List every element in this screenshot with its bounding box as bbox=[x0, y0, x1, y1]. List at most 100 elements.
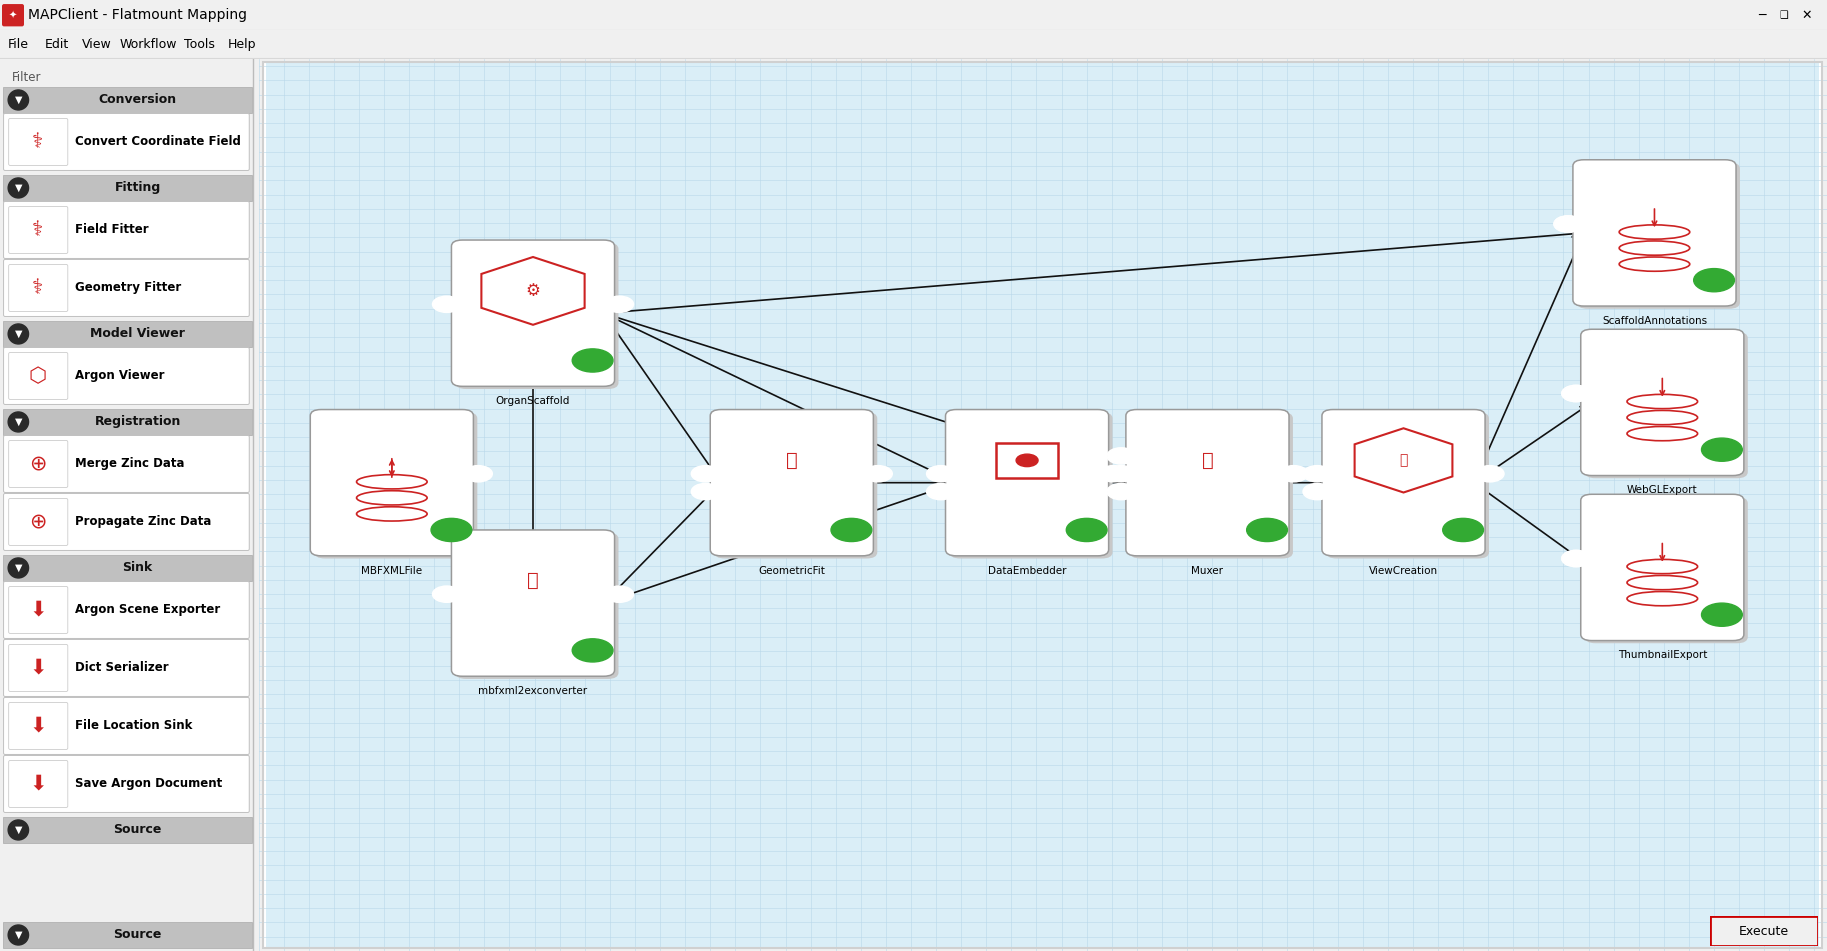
Circle shape bbox=[572, 349, 614, 372]
FancyBboxPatch shape bbox=[267, 64, 1820, 946]
FancyBboxPatch shape bbox=[9, 498, 68, 546]
Circle shape bbox=[1701, 438, 1743, 461]
FancyBboxPatch shape bbox=[946, 410, 1109, 555]
Circle shape bbox=[1562, 385, 1589, 401]
Text: MAPClient - Flatmount Mapping: MAPClient - Flatmount Mapping bbox=[27, 9, 247, 22]
Circle shape bbox=[7, 820, 29, 840]
Text: File Location Sink: File Location Sink bbox=[75, 720, 194, 732]
Text: 👁: 👁 bbox=[1399, 454, 1407, 467]
Text: Edit: Edit bbox=[46, 38, 69, 51]
Text: ▼: ▼ bbox=[15, 825, 22, 835]
FancyBboxPatch shape bbox=[9, 353, 68, 399]
FancyBboxPatch shape bbox=[4, 755, 248, 812]
Circle shape bbox=[1279, 466, 1308, 482]
Text: ✕: ✕ bbox=[1801, 9, 1812, 22]
FancyBboxPatch shape bbox=[4, 113, 248, 170]
FancyBboxPatch shape bbox=[4, 260, 248, 317]
Text: File: File bbox=[7, 38, 29, 51]
Text: Registration: Registration bbox=[95, 416, 181, 429]
Text: Conversion: Conversion bbox=[99, 93, 177, 107]
Circle shape bbox=[464, 466, 491, 482]
FancyBboxPatch shape bbox=[4, 922, 252, 948]
Circle shape bbox=[7, 178, 29, 198]
Text: ✦: ✦ bbox=[9, 10, 16, 20]
FancyBboxPatch shape bbox=[1710, 916, 1818, 946]
FancyBboxPatch shape bbox=[4, 409, 252, 435]
Text: View: View bbox=[82, 38, 111, 51]
Circle shape bbox=[433, 297, 460, 312]
Circle shape bbox=[926, 483, 956, 499]
FancyBboxPatch shape bbox=[9, 587, 68, 633]
Circle shape bbox=[1100, 466, 1127, 482]
Text: ⬡: ⬡ bbox=[29, 366, 48, 386]
Text: mbfxml2exconverter: mbfxml2exconverter bbox=[479, 686, 588, 696]
Circle shape bbox=[1562, 551, 1589, 567]
Text: Merge Zinc Data: Merge Zinc Data bbox=[75, 457, 185, 471]
FancyBboxPatch shape bbox=[714, 412, 877, 558]
Text: ⬇: ⬇ bbox=[29, 774, 46, 794]
Circle shape bbox=[1246, 518, 1288, 541]
Text: Argon Viewer: Argon Viewer bbox=[75, 369, 164, 382]
Circle shape bbox=[1555, 216, 1582, 232]
Circle shape bbox=[1107, 448, 1135, 464]
Text: Workflow: Workflow bbox=[119, 38, 177, 51]
Text: ⊕: ⊕ bbox=[29, 512, 46, 532]
Text: ThumbnailExport: ThumbnailExport bbox=[1617, 650, 1706, 660]
Circle shape bbox=[691, 466, 720, 482]
Text: ─: ─ bbox=[1758, 9, 1765, 22]
Text: 🔧: 🔧 bbox=[528, 572, 539, 591]
Text: ▼: ▼ bbox=[15, 183, 22, 193]
Text: ❑: ❑ bbox=[1779, 10, 1789, 20]
FancyBboxPatch shape bbox=[4, 175, 252, 201]
FancyBboxPatch shape bbox=[4, 202, 248, 259]
Circle shape bbox=[1303, 483, 1332, 499]
FancyBboxPatch shape bbox=[4, 639, 248, 696]
FancyBboxPatch shape bbox=[4, 697, 248, 754]
Circle shape bbox=[605, 297, 634, 312]
Text: 🏃: 🏃 bbox=[786, 451, 798, 470]
Circle shape bbox=[1562, 551, 1589, 567]
Circle shape bbox=[1701, 603, 1743, 627]
Text: Dict Serializer: Dict Serializer bbox=[75, 662, 170, 674]
FancyBboxPatch shape bbox=[263, 62, 1822, 948]
Circle shape bbox=[1303, 466, 1332, 482]
Text: ⚕: ⚕ bbox=[33, 278, 44, 298]
Text: ViewCreation: ViewCreation bbox=[1368, 566, 1438, 575]
FancyBboxPatch shape bbox=[4, 347, 248, 404]
FancyBboxPatch shape bbox=[451, 240, 614, 386]
Text: DataEmbedder: DataEmbedder bbox=[988, 566, 1067, 575]
Text: WebGLExport: WebGLExport bbox=[1628, 485, 1697, 495]
Circle shape bbox=[864, 466, 892, 482]
Circle shape bbox=[691, 483, 720, 499]
Circle shape bbox=[1694, 268, 1734, 292]
Circle shape bbox=[1016, 455, 1038, 467]
Circle shape bbox=[1562, 385, 1589, 401]
Circle shape bbox=[433, 586, 460, 602]
Circle shape bbox=[605, 586, 634, 602]
Text: Field Fitter: Field Fitter bbox=[75, 223, 150, 237]
Text: Convert Coordinate Field: Convert Coordinate Field bbox=[75, 135, 241, 148]
Text: Execute: Execute bbox=[1739, 924, 1789, 938]
Circle shape bbox=[431, 518, 471, 541]
Text: Argon Scene Exporter: Argon Scene Exporter bbox=[75, 604, 221, 616]
Text: Filter: Filter bbox=[13, 71, 42, 84]
FancyBboxPatch shape bbox=[711, 410, 873, 555]
FancyBboxPatch shape bbox=[311, 410, 473, 555]
FancyBboxPatch shape bbox=[4, 320, 252, 347]
Text: OrganScaffold: OrganScaffold bbox=[495, 397, 570, 406]
Circle shape bbox=[831, 518, 871, 541]
Circle shape bbox=[7, 412, 29, 432]
FancyBboxPatch shape bbox=[9, 206, 68, 254]
FancyBboxPatch shape bbox=[1129, 412, 1294, 558]
Circle shape bbox=[1443, 518, 1484, 541]
Text: Fitting: Fitting bbox=[115, 182, 161, 194]
Circle shape bbox=[7, 90, 29, 110]
Text: Source: Source bbox=[113, 824, 163, 837]
FancyBboxPatch shape bbox=[1125, 410, 1290, 555]
Circle shape bbox=[1067, 518, 1107, 541]
Text: Source: Source bbox=[113, 928, 163, 941]
Text: ⚕: ⚕ bbox=[33, 220, 44, 240]
Text: Geometry Fitter: Geometry Fitter bbox=[75, 281, 181, 295]
FancyBboxPatch shape bbox=[4, 494, 248, 551]
Text: Propagate Zinc Data: Propagate Zinc Data bbox=[75, 515, 212, 529]
